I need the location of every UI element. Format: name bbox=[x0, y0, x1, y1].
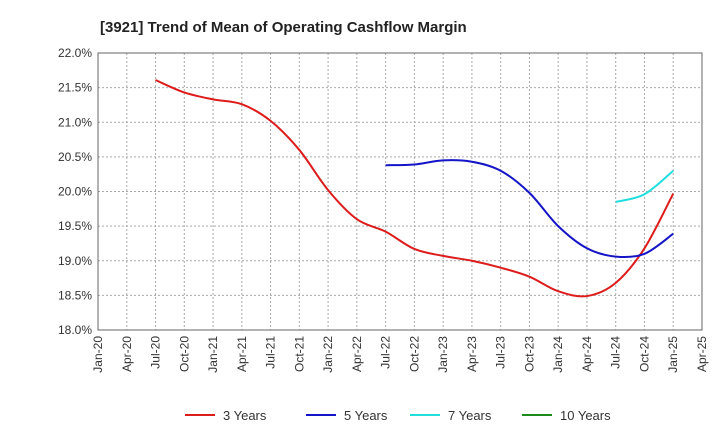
x-tick-label: Jan-23 bbox=[436, 336, 450, 373]
x-tick-label: Apr-21 bbox=[235, 336, 249, 372]
legend-label: 3 Years bbox=[223, 408, 267, 423]
x-tick-label: Jul-23 bbox=[494, 336, 508, 369]
x-tick-label: Jul-22 bbox=[379, 336, 393, 369]
series-layer bbox=[155, 79, 675, 298]
series-line-7-years bbox=[615, 169, 674, 203]
x-tick-label: Apr-24 bbox=[580, 336, 594, 372]
y-axis: 18.0% 18.5% 19.0% 19.5% 20.0% 20.5% 21.0% 21.5%… bbox=[58, 46, 92, 337]
legend: 3 Years 5 Years 7 Years 10 Years bbox=[185, 408, 611, 423]
x-tick-label: Oct-23 bbox=[522, 336, 536, 372]
x-tick-label: Jul-24 bbox=[609, 336, 623, 369]
y-tick-label: 18.0% bbox=[58, 323, 92, 337]
x-tick-label: Oct-20 bbox=[177, 336, 191, 372]
x-tick-label: Apr-22 bbox=[350, 336, 364, 372]
x-tick-label: Apr-20 bbox=[120, 336, 134, 372]
series-line-5-years bbox=[385, 159, 674, 259]
x-tick-label: Oct-22 bbox=[407, 336, 421, 372]
x-tick-label: Jan-20 bbox=[91, 336, 105, 373]
x-tick-label: Jul-20 bbox=[149, 336, 163, 369]
x-tick-label: Jul-21 bbox=[264, 336, 278, 369]
plot-area bbox=[97, 52, 703, 331]
y-tick-label: 19.0% bbox=[58, 254, 92, 268]
y-tick-label: 21.5% bbox=[58, 81, 92, 95]
legend-label: 10 Years bbox=[560, 408, 611, 423]
y-tick-label: 21.0% bbox=[58, 115, 92, 129]
x-tick-label: Oct-21 bbox=[292, 336, 306, 372]
x-tick-label: Apr-23 bbox=[465, 336, 479, 372]
x-tick-label: Jan-21 bbox=[206, 336, 220, 373]
y-tick-label: 22.0% bbox=[58, 46, 92, 60]
chart-title: [3921] Trend of Mean of Operating Cashfl… bbox=[100, 19, 467, 36]
legend-label: 7 Years bbox=[448, 408, 492, 423]
y-tick-label: 19.5% bbox=[58, 219, 92, 233]
y-tick-label: 18.5% bbox=[58, 288, 92, 302]
x-tick-label: Jan-25 bbox=[666, 336, 680, 373]
x-axis: Jan-20 Apr-20 Jul-20 Oct-20 Jan-21 Apr-21 Jul-… bbox=[91, 336, 709, 373]
x-tick-label: Apr-25 bbox=[695, 336, 709, 372]
x-tick-label: Jan-24 bbox=[551, 336, 565, 373]
y-tick-label: 20.5% bbox=[58, 150, 92, 164]
y-tick-label: 20.0% bbox=[58, 185, 92, 199]
x-tick-label: Oct-24 bbox=[637, 336, 651, 372]
x-tick-label: Jan-22 bbox=[321, 336, 335, 373]
series-line-3-years bbox=[155, 79, 675, 298]
legend-label: 5 Years bbox=[344, 408, 388, 423]
